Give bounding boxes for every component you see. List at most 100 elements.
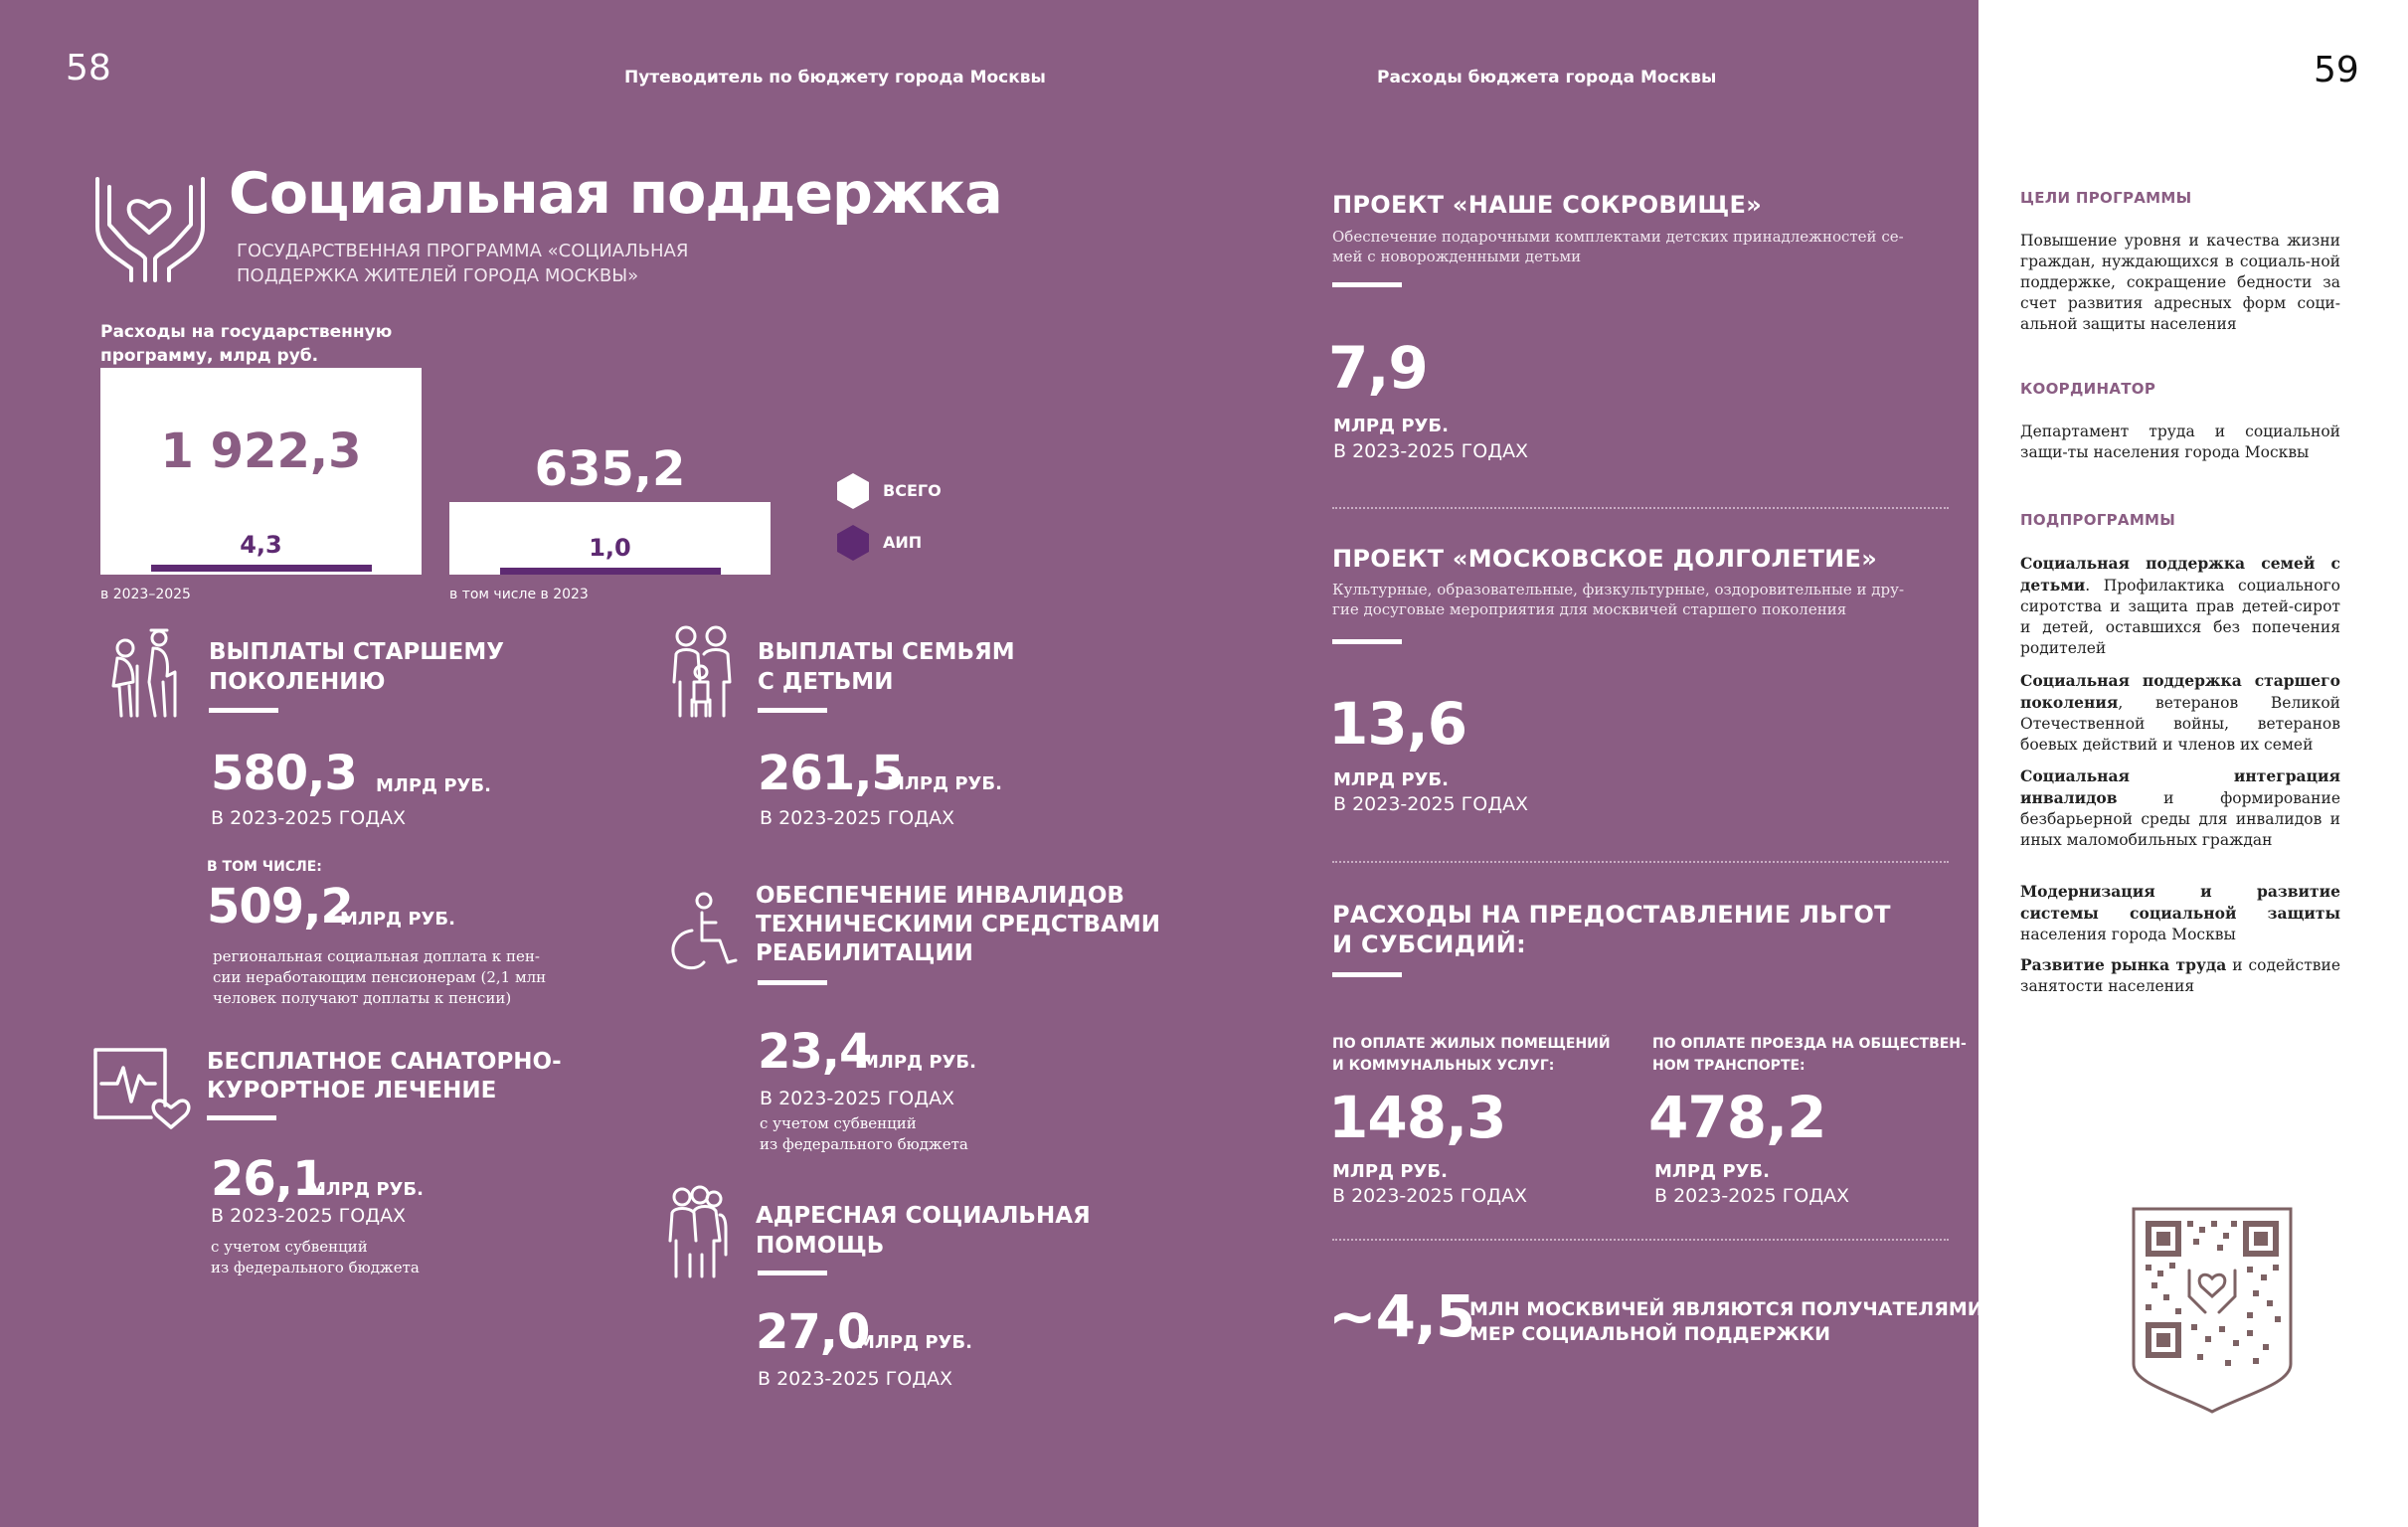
disabled-title-line2: ТЕХНИЧЕСКИМИ СРЕДСТВАМИ (756, 912, 1160, 937)
elderly-title-line2: ПОКОЛЕНИЮ (209, 669, 386, 695)
elderly-couple-icon (111, 628, 177, 718)
longevity-desc-line2: гие досуговые мероприятия для москвичей … (1332, 600, 1847, 618)
treasure-value: 7,9 (1328, 334, 1429, 402)
people-group-icon (668, 1185, 728, 1278)
elderly-note-line2: сии неработающим пенсионерам (2,1 млн (213, 968, 547, 986)
targeted-rule (758, 1271, 827, 1275)
qr-code-icon[interactable] (2128, 1205, 2297, 1414)
longevity-title: ПРОЕКТ «МОСКОВСКОЕ ДОЛГОЛЕТИЕ» (1332, 545, 1878, 573)
hands-heart-icon (95, 177, 205, 282)
transport-label-line2: НОМ ТРАНСПОРТЕ: (1652, 1058, 1806, 1074)
disabled-unit: МЛРД РУБ. (861, 1052, 976, 1073)
disabled-note-line2: из федерального бюджета (760, 1135, 968, 1153)
targeted-unit: МЛРД РУБ. (857, 1332, 972, 1353)
subprogram-5: Развитие рынка труда и содействие занято… (2020, 954, 2340, 997)
treasure-desc-line1: Обеспечение подарочными комплектами детс… (1332, 228, 1904, 246)
disabled-note-line1: с учетом субвенций (760, 1114, 917, 1132)
transport-value: 478,2 (1648, 1084, 1826, 1151)
transport-unit: МЛРД РУБ. (1654, 1161, 1770, 1182)
expenses-label-line2: программу, млрд руб. (100, 346, 319, 366)
left-spread-background (0, 0, 1978, 1527)
sanatorium-rule (207, 1115, 276, 1120)
subprogram-1: Социальная поддержка семей с детьми. Про… (2020, 553, 2340, 659)
disabled-value: 23,4 (758, 1024, 872, 1080)
transport-years: В 2023-2025 ГОДАХ (1654, 1185, 1850, 1207)
housing-value: 148,3 (1328, 1084, 1506, 1151)
targeted-title-line2: ПОМОЩЬ (756, 1233, 885, 1259)
subprogram-3-desc: и формирование безбарьерной среды для ин… (2020, 789, 2340, 849)
treasure-unit: МЛРД РУБ. (1333, 416, 1449, 436)
longevity-value: 13,6 (1328, 690, 1467, 758)
subprogram-2-desc: , ветеранов Великой Отечественной войны,… (2020, 694, 2340, 754)
aip-period-value: 4,3 (240, 531, 282, 559)
coordinator-text: Департамент труда и социальной защи-ты н… (2020, 423, 2340, 461)
elderly-including-label: В ТОМ ЧИСЛЕ: (207, 859, 322, 875)
subprogram-2-title: Социальная поддержка старшего поколения (2020, 671, 2340, 712)
subprogram-1-desc: . Профилактика социального сиротства и з… (2020, 577, 2340, 657)
aip-year-value: 1,0 (589, 534, 631, 562)
families-years: В 2023-2025 ГОДАХ (760, 807, 955, 829)
elderly-value: 580,3 (211, 746, 358, 801)
families-title-line1: ВЫПЛАТЫ СЕМЬЯМ (758, 639, 1015, 665)
sanatorium-title-line1: БЕСПЛАТНОЕ САНАТОРНО- (207, 1049, 562, 1075)
treasure-desc-line2: мей с новорожденными детьми (1332, 248, 1582, 265)
coordinator-heading: КООРДИНАТОР (2020, 380, 2156, 398)
longevity-years: В 2023-2025 ГОДАХ (1333, 793, 1529, 815)
targeted-value: 27,0 (756, 1304, 870, 1360)
aip-period-bar (151, 565, 372, 572)
family-icon (672, 625, 732, 718)
elderly-rule (209, 708, 278, 713)
disabled-title-line1: ОБЕСПЕЧЕНИЕ ИНВАЛИДОВ (756, 883, 1124, 909)
housing-label-line1: ПО ОПЛАТЕ ЖИЛЫХ ПОМЕЩЕНИЙ (1332, 1036, 1611, 1052)
families-unit: МЛРД РУБ. (887, 773, 1002, 794)
divider-1 (1332, 507, 1949, 509)
elderly-note-line3: человек получают доплаты к пенсии) (213, 989, 512, 1007)
sanatorium-unit: МЛРД РУБ. (308, 1179, 424, 1200)
total-period-caption: в 2023–2025 (100, 587, 191, 602)
header-guide-title: Путеводитель по бюджету города Москвы (624, 68, 1046, 87)
page-number-right: 59 (2314, 50, 2359, 90)
heart-monitor-icon (93, 1048, 191, 1129)
sanatorium-note-line2: из федерального бюджета (211, 1259, 420, 1276)
subprograms-heading: ПОДПРОГРАММЫ (2020, 511, 2176, 529)
expenses-label-line1: Расходы на государственную (100, 322, 393, 342)
sanatorium-years: В 2023-2025 ГОДАХ (211, 1205, 407, 1227)
total-period-value: 1 922,3 (160, 424, 362, 479)
subprogram-5-desc: и содействие занятости населения (2020, 956, 2341, 995)
program-subtitle-line1: ГОСУДАРСТВЕННАЯ ПРОГРАММА «СОЦИАЛЬНАЯ (237, 241, 689, 261)
divider-3 (1332, 1239, 1949, 1241)
page-number-left: 58 (66, 48, 111, 88)
year-caption: в том числе в 2023 (449, 587, 589, 602)
legend-total-label: ВСЕГО (883, 481, 942, 500)
aip-year-bar (500, 568, 721, 575)
total-year-box: 1,0 (449, 502, 771, 575)
total-period-box: 1 922,3 4,3 (100, 368, 422, 575)
families-value: 261,5 (758, 746, 905, 801)
longevity-desc-line1: Культурные, образовательные, физкультурн… (1332, 581, 1905, 598)
sanatorium-note-line1: с учетом субвенций (211, 1238, 368, 1256)
subprogram-4: Модернизация и развитие системы социальн… (2020, 881, 2340, 945)
treasure-years: В 2023-2025 ГОДАХ (1333, 440, 1529, 462)
transport-label-line1: ПО ОПЛАТЕ ПРОЕЗДА НА ОБЩЕСТВЕН- (1652, 1036, 1967, 1052)
legend-total-hexagon-icon (837, 473, 869, 509)
benefits-rule (1332, 972, 1402, 977)
disabled-years: В 2023-2025 ГОДАХ (760, 1088, 955, 1109)
elderly-including-unit: МЛРД РУБ. (340, 909, 455, 930)
subprogram-4-title: Модернизация и развитие системы социальн… (2020, 882, 2340, 923)
treasure-title: ПРОЕКТ «НАШЕ СОКРОВИЩЕ» (1332, 191, 1762, 219)
goals-text: Повышение уровня и качества жизни гражда… (2020, 232, 2340, 333)
longevity-rule (1332, 639, 1402, 644)
families-title-line2: С ДЕТЬМИ (758, 669, 894, 695)
targeted-years: В 2023-2025 ГОДАХ (758, 1368, 953, 1390)
subprogram-4-desc: населения города Москвы (2020, 926, 2236, 943)
recipients-value: ~4,5 (1328, 1282, 1475, 1350)
sanatorium-title-line2: КУРОРТНОЕ ЛЕЧЕНИЕ (207, 1078, 497, 1103)
subprogram-1-title: Социальная поддержка семей с детьми (2020, 554, 2340, 594)
elderly-note-line1: региональная социальная доплата к пен- (213, 947, 540, 965)
housing-years: В 2023-2025 ГОДАХ (1332, 1185, 1528, 1207)
elderly-years: В 2023-2025 ГОДАХ (211, 807, 407, 829)
disabled-title-line3: РЕАБИЛИТАЦИИ (756, 940, 973, 966)
treasure-rule (1332, 282, 1402, 287)
targeted-title-line1: АДРЕСНАЯ СОЦИАЛЬНАЯ (756, 1203, 1091, 1229)
subprogram-3: Социальная интеграция инвалидов и формир… (2020, 765, 2340, 851)
